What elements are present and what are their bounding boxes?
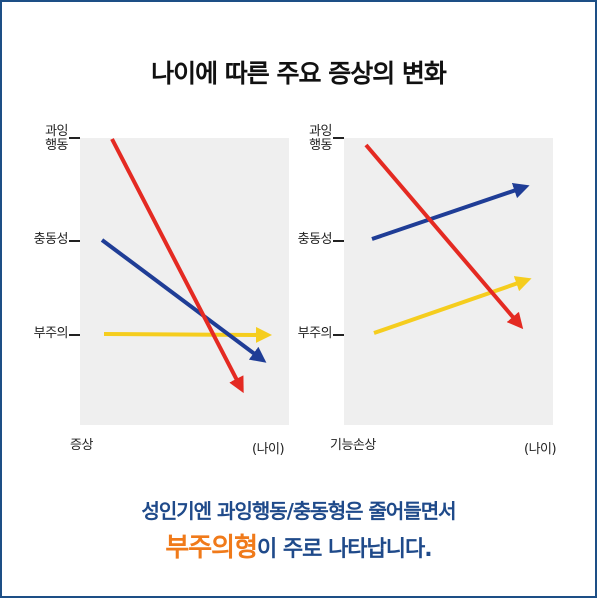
left-arrow-hyperactivity [110,138,244,394]
left-tick-hyperactivity [69,137,80,139]
right-ylabel-hyperactivity: 과잉 행동 [309,124,332,153]
right-ylabel-impulsivity: 충동성 [297,232,333,247]
left-ylabel-impulsivity: 충동성 [33,232,69,247]
left-arrow-impulsivity [100,238,267,363]
right-arrow-hyperactivity [364,143,524,330]
left-arrow-inattention [103,326,272,343]
right-xlabel-end: (나이) [524,442,557,457]
page-title: 나이에 따른 주요 증상의 변화 [151,59,447,88]
left-tick-impulsivity [69,240,80,242]
right-xlabel-start: 기능손상 [330,438,376,453]
caption-line-2: 부주의형이 주로 나타납니다. [2,527,595,564]
left-xlabel-end: (나이) [252,442,285,457]
right-arrow-inattention [373,276,532,335]
left-tick-inattention [69,334,80,336]
caption-highlight: 부주의형 [165,533,258,563]
caption-line-2-rest: 이 주로 나타납니다. [257,537,433,562]
right-tick-hyperactivity [333,137,344,139]
right-tick-inattention [333,334,344,336]
caption-line-1: 성인기엔 과잉행동/충동형은 줄어들면서 [141,499,456,523]
left-xlabel-start: 증상 [70,438,93,453]
right-tick-impulsivity [333,240,344,242]
left-ylabel-inattention: 부주의 [33,326,69,341]
left-ylabel-hyperactivity: 과잉 행동 [45,124,68,153]
right-ylabel-inattention: 부주의 [297,326,333,341]
right-arrow-impulsivity [371,183,530,241]
